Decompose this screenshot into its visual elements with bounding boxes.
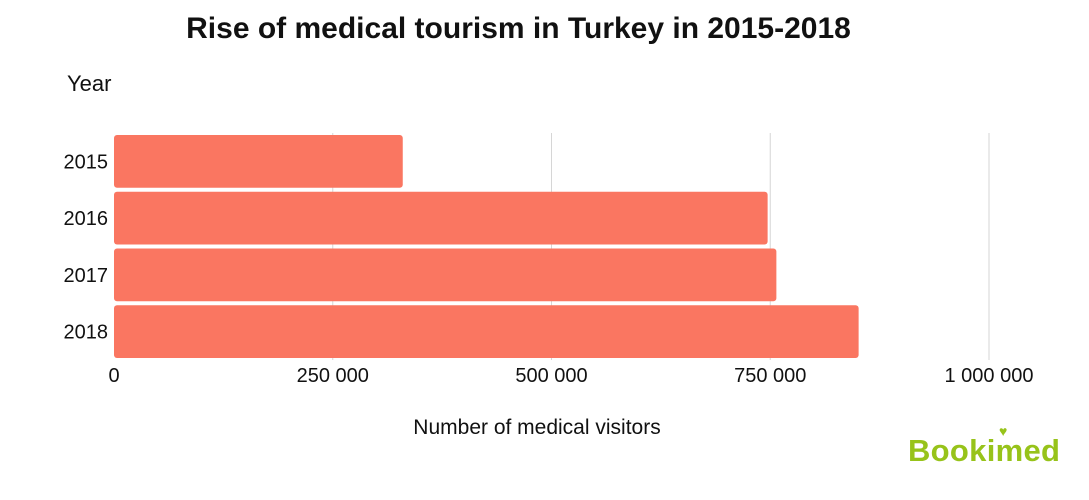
x-tick-label-500000: 500 000 <box>515 365 587 387</box>
y-tick-labels: 2015 2016 2017 2018 <box>64 151 109 343</box>
bar-2015 <box>114 135 403 188</box>
y-axis-label: Year <box>67 71 112 96</box>
x-tick-labels: 0 250 000 500 000 750 000 1 000 000 <box>108 365 1033 387</box>
bar-2016 <box>114 191 768 245</box>
chart-title: Rise of medical tourism in Turkey in 201… <box>186 12 851 45</box>
y-tick-label-2015: 2015 <box>64 151 109 173</box>
bar-2017 <box>114 248 777 302</box>
bookimed-logo: Bookimed ♥ <box>908 424 1061 473</box>
y-tick-label-2017: 2017 <box>64 265 109 287</box>
x-axis-label: Number of medical visitors <box>413 416 661 439</box>
x-tick-label-1000000: 1 000 000 <box>945 365 1034 387</box>
bars <box>114 135 859 358</box>
x-tick-label-750000: 750 000 <box>734 365 806 387</box>
y-tick-label-2016: 2016 <box>64 208 109 230</box>
bar-2018 <box>114 305 859 358</box>
x-tick-label-0: 0 <box>108 365 119 387</box>
heart-icon: ♥ <box>999 423 1008 439</box>
x-tick-label-250000: 250 000 <box>297 365 369 387</box>
y-tick-label-2018: 2018 <box>64 322 109 344</box>
logo-wordmark: Bookimed <box>908 433 1061 468</box>
